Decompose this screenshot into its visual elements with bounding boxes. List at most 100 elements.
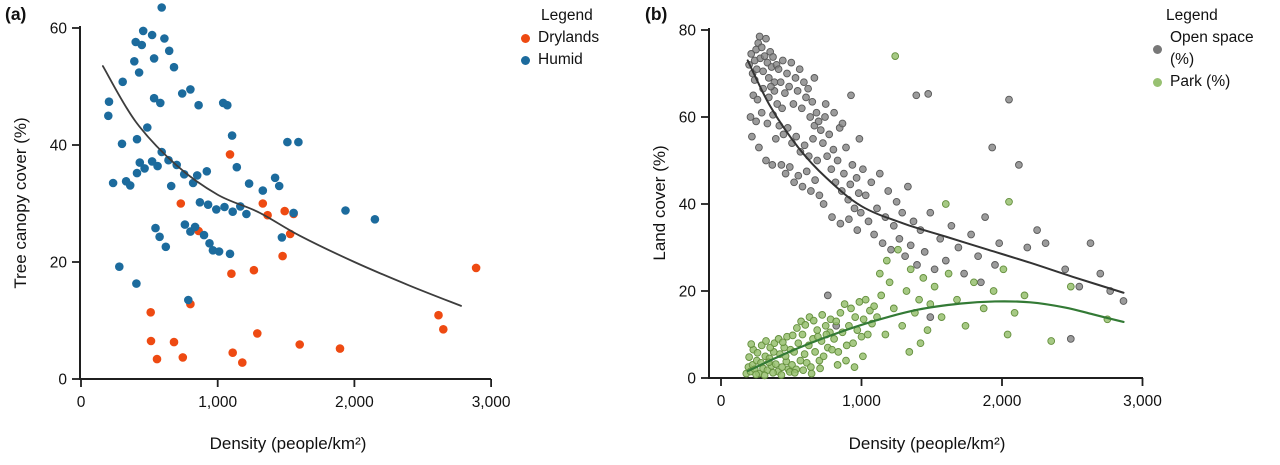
data-point <box>1041 239 1050 248</box>
fitted-decay-curve <box>101 65 462 307</box>
data-point <box>1010 308 1019 317</box>
legend-item-park: Park (%) <box>1153 71 1280 93</box>
data-point <box>132 168 142 178</box>
data-point <box>773 100 782 108</box>
data-point <box>960 269 968 278</box>
data-point <box>906 241 915 250</box>
data-point <box>961 321 970 330</box>
data-point <box>799 366 808 375</box>
data-point <box>166 181 176 191</box>
data-point <box>810 74 819 82</box>
data-point <box>793 87 802 95</box>
data-point <box>194 100 203 110</box>
data-point <box>768 161 777 169</box>
data-point <box>855 134 864 143</box>
data-point <box>156 98 165 108</box>
data-point <box>793 324 801 332</box>
data-point <box>794 339 803 348</box>
data-point <box>778 104 786 113</box>
data-point <box>974 252 982 261</box>
data-point <box>769 368 777 377</box>
data-point <box>870 230 878 239</box>
data-point <box>186 85 195 94</box>
data-point <box>999 265 1008 274</box>
data-point <box>132 134 142 144</box>
data-point <box>779 130 788 139</box>
data-point <box>151 223 160 233</box>
data-point <box>788 331 797 340</box>
x-tick-label: 0 <box>77 394 86 411</box>
data-point <box>881 330 890 339</box>
data-point <box>778 338 787 347</box>
y-tick-label: 60 <box>679 110 697 127</box>
data-point <box>760 52 769 60</box>
data-point <box>753 95 762 104</box>
data-point <box>278 251 287 261</box>
data-point <box>752 370 760 379</box>
data-point <box>1047 337 1056 345</box>
data-point <box>771 134 780 143</box>
data-point <box>920 248 929 256</box>
data-point <box>223 100 232 110</box>
panel-b-plot: 0 20 40 60 80 0 1,000 2,000 3,000 <box>679 23 1163 411</box>
series-park <box>742 52 1112 380</box>
data-point <box>155 232 164 242</box>
data-point <box>870 302 878 311</box>
y-tick-label: 40 <box>50 138 68 155</box>
data-point <box>232 162 242 172</box>
data-point <box>753 348 762 357</box>
data-point <box>762 337 770 345</box>
data-point <box>924 90 933 98</box>
data-point <box>1119 297 1128 305</box>
data-point <box>138 26 148 36</box>
data-point <box>833 156 842 165</box>
data-point <box>748 132 756 141</box>
data-point <box>294 137 303 147</box>
data-point <box>807 187 815 195</box>
data-point <box>787 58 796 67</box>
data-point <box>912 91 921 100</box>
data-point <box>227 131 237 140</box>
data-point <box>953 295 961 304</box>
series-humid <box>104 3 380 305</box>
data-point <box>781 169 790 178</box>
data-point <box>889 304 898 313</box>
data-point <box>816 126 825 134</box>
data-point <box>815 191 824 200</box>
x-tick-label: 0 <box>717 393 726 410</box>
panel-b-label: (b) <box>645 4 668 24</box>
data-point <box>130 57 139 66</box>
data-point <box>177 89 187 98</box>
data-point <box>104 111 113 121</box>
park-dot-icon <box>1153 77 1162 87</box>
data-point <box>842 356 850 365</box>
data-point <box>252 329 262 338</box>
data-point <box>855 298 864 306</box>
data-point <box>821 321 830 330</box>
data-point <box>819 200 828 208</box>
data-point <box>823 291 832 300</box>
legend-b-title: Legend <box>1166 7 1218 24</box>
y-tick-label: 20 <box>679 284 697 301</box>
data-point <box>930 265 939 274</box>
series-open-space <box>745 32 1128 343</box>
data-point <box>854 189 863 197</box>
data-point <box>289 208 298 218</box>
data-point <box>199 230 209 240</box>
panel-b-x-axis-title: Density (people/km²) <box>848 434 1006 453</box>
data-point <box>1015 161 1023 169</box>
data-point <box>270 173 280 183</box>
data-point <box>169 62 179 72</box>
data-point <box>760 371 769 380</box>
data-point <box>801 321 810 329</box>
data-point <box>806 113 815 121</box>
data-point <box>149 54 159 63</box>
data-point <box>842 341 851 350</box>
data-point <box>790 368 799 377</box>
data-point <box>258 186 268 195</box>
data-point <box>884 187 893 195</box>
y-tick-label: 0 <box>58 372 67 389</box>
x-tick-label: 1,000 <box>198 394 237 411</box>
data-point <box>941 256 950 265</box>
